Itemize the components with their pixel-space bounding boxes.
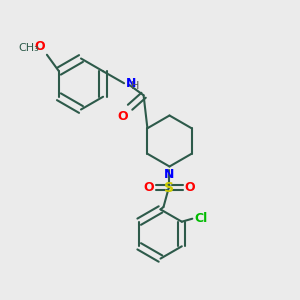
Text: S: S [164,181,175,194]
Text: CH₃: CH₃ [19,43,39,53]
Text: Cl: Cl [195,212,208,225]
Text: O: O [118,110,128,123]
Text: N: N [126,77,136,90]
Text: H: H [131,81,139,91]
Text: O: O [35,40,45,53]
Text: O: O [144,181,154,194]
Text: O: O [184,181,195,194]
Text: N: N [164,168,175,181]
